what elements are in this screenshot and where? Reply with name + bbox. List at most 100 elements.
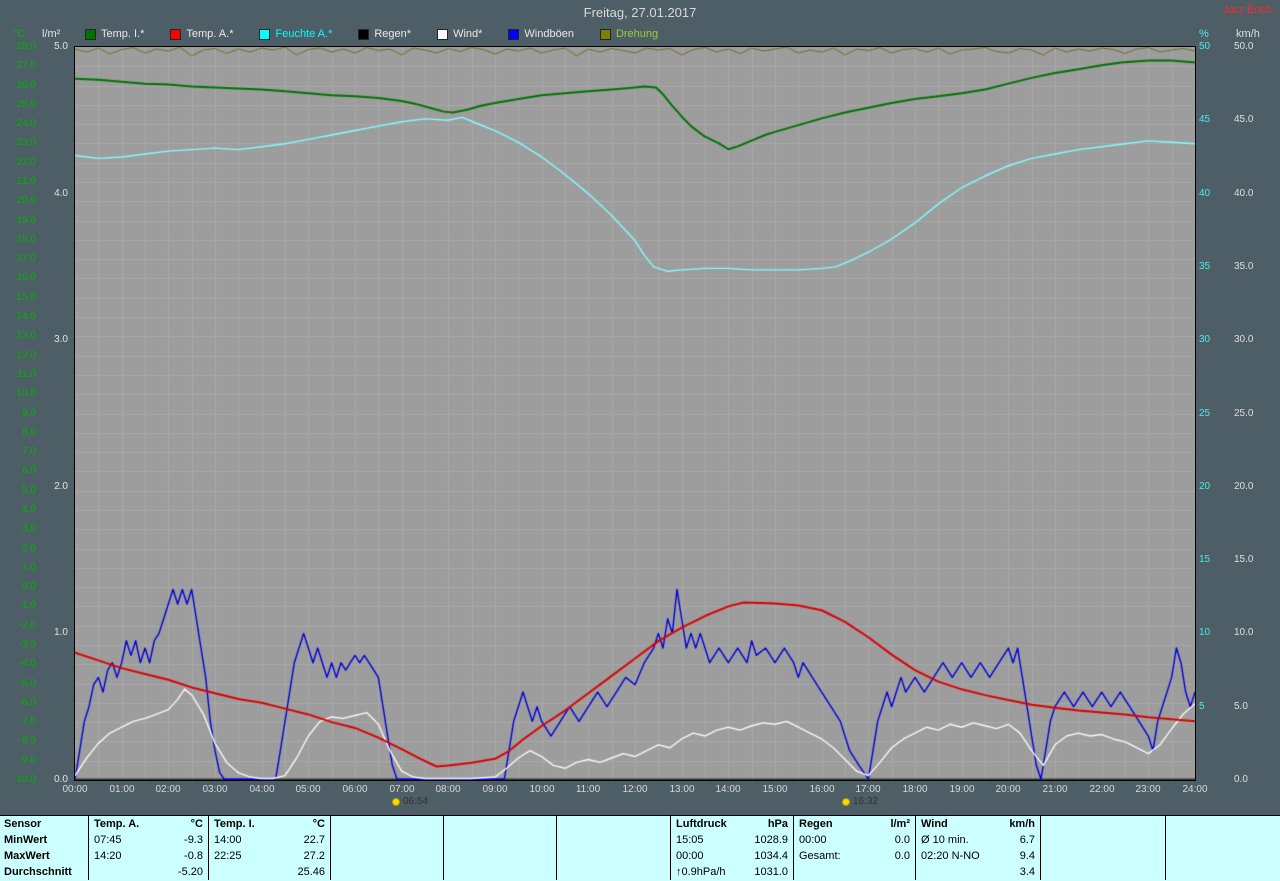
legend-swatch-icon xyxy=(508,29,519,40)
legend-swatch-icon xyxy=(85,29,96,40)
x-tick-label: 03:00 xyxy=(195,784,235,795)
x-tick-label: 16:00 xyxy=(802,784,842,795)
table-cell-left: 02:20 N-NO xyxy=(921,850,980,862)
x-tick-label: 23:00 xyxy=(1128,784,1168,795)
axis-tick-label: 11.0 xyxy=(6,370,36,380)
axis-tick-label: 30.0 xyxy=(1234,335,1266,345)
table-cell-left: Regen xyxy=(799,818,833,830)
axis-tick-label: 13.0 xyxy=(6,331,36,341)
table-cell-value: l/m² xyxy=(890,818,910,830)
axis-tick-label: -3.0 xyxy=(6,640,36,650)
axis-tick-label: 10.0 xyxy=(1234,628,1266,638)
unit-rain-label: l/m² xyxy=(42,28,60,40)
legend-item: Temp. A.* xyxy=(170,28,233,40)
table-cell-left: Luftdruck xyxy=(676,818,727,830)
axis-tick-label: -4.0 xyxy=(6,659,36,669)
axis-tick-label: 0.0 xyxy=(1234,775,1266,785)
x-tick-label: 10:00 xyxy=(522,784,562,795)
x-tick-label: 04:00 xyxy=(242,784,282,795)
table-cell-value: 0.0 xyxy=(895,850,910,862)
table-cell-left: ↑0.9hPa/h xyxy=(676,866,726,878)
axis-tick-label: 5 xyxy=(1199,702,1223,712)
table-cell-value: -0.8 xyxy=(184,850,203,862)
legend-item: Feuchte A.* xyxy=(259,28,332,40)
table-cell xyxy=(1165,816,1280,832)
x-tick-label: 22:00 xyxy=(1082,784,1122,795)
table-cell xyxy=(556,848,670,864)
axis-tick-label: 8.0 xyxy=(6,428,36,438)
axis-tick-label: 2.0 xyxy=(40,482,68,492)
table-cell: Temp. I.°C xyxy=(208,816,330,832)
axis-tick-label: -10.0 xyxy=(6,775,36,785)
sunset-time: 16:32 xyxy=(853,796,878,807)
table-cell-value: 27.2 xyxy=(304,850,325,862)
table-cell-left: Wind xyxy=(921,818,948,830)
legend-swatch-icon xyxy=(437,29,448,40)
axis-tick-label: 30 xyxy=(1199,335,1223,345)
axis-tick-label: 5.0 xyxy=(6,486,36,496)
table-cell xyxy=(1165,832,1280,848)
table-cell xyxy=(556,832,670,848)
table-row-label: Sensor xyxy=(0,816,88,832)
axis-tick-label: 3.0 xyxy=(6,524,36,534)
table-cell-value: -5.20 xyxy=(178,866,203,878)
table-cell-value: 1028.9 xyxy=(754,834,788,846)
table-cell: 00:000.0 xyxy=(793,832,915,848)
x-tick-label: 08:00 xyxy=(428,784,468,795)
table-cell-value: 3.4 xyxy=(1020,866,1035,878)
axis-tick-label: 25.0 xyxy=(6,100,36,110)
axis-tick-label: 40 xyxy=(1199,189,1223,199)
axis-tick-label: 27.0 xyxy=(6,61,36,71)
table-cell-value: 9.4 xyxy=(1020,850,1035,862)
axis-tick-label: 25.0 xyxy=(1234,409,1266,419)
table-cell: -5.20 xyxy=(88,864,208,880)
axis-tick-label: 45.0 xyxy=(1234,115,1266,125)
table-cell xyxy=(330,864,443,880)
legend-label: Feuchte A.* xyxy=(275,28,332,40)
chart-canvas xyxy=(75,47,1195,780)
legend-label: Regen* xyxy=(374,28,411,40)
table-cell xyxy=(443,832,556,848)
table-row-label: MinWert xyxy=(0,832,88,848)
table-cell: 07:45-9.3 xyxy=(88,832,208,848)
table-cell-left: Ø 10 min. xyxy=(921,834,969,846)
table-cell-value: hPa xyxy=(768,818,788,830)
axis-tick-label: -2.0 xyxy=(6,621,36,631)
unit-wind-label: km/h xyxy=(1236,28,1260,40)
x-tick-label: 20:00 xyxy=(988,784,1028,795)
legend-label: Drehung xyxy=(616,28,658,40)
plot-area xyxy=(74,46,1196,781)
axis-tick-label: 0.0 xyxy=(40,775,68,785)
legend-swatch-icon xyxy=(600,29,611,40)
x-tick-label: 09:00 xyxy=(475,784,515,795)
axis-tick-label: -1.0 xyxy=(6,601,36,611)
table-cell-value: 0.0 xyxy=(895,834,910,846)
table-cell: ↑0.9hPa/h1031.0 xyxy=(670,864,793,880)
axis-tick-label: 50.0 xyxy=(1234,42,1266,52)
table-cell: Ø 10 min.6.7 xyxy=(915,832,1040,848)
table-cell xyxy=(1040,864,1165,880)
x-tick-label: 07:00 xyxy=(382,784,422,795)
legend-swatch-icon xyxy=(358,29,369,40)
axis-tick-label: 26.0 xyxy=(6,81,36,91)
table-cell xyxy=(793,864,915,880)
sunrise-time: 06:54 xyxy=(403,796,428,807)
table-cell: Windkm/h xyxy=(915,816,1040,832)
legend-item: Regen* xyxy=(358,28,411,40)
table-cell: 14:20-0.8 xyxy=(88,848,208,864)
table-cell-value: °C xyxy=(191,818,203,830)
x-tick-label: 05:00 xyxy=(288,784,328,795)
sunset-icon xyxy=(842,798,850,806)
legend-label: Windböen xyxy=(524,28,574,40)
axis-tick-label: 25 xyxy=(1199,409,1223,419)
table-cell: Gesamt:0.0 xyxy=(793,848,915,864)
table-cell xyxy=(443,848,556,864)
table-cell: 25.46 xyxy=(208,864,330,880)
table-cell xyxy=(1040,848,1165,864)
table-cell xyxy=(443,816,556,832)
axis-tick-label: 50 xyxy=(1199,42,1223,52)
legend-item: Temp. I.* xyxy=(85,28,144,40)
table-cell: 3.4 xyxy=(915,864,1040,880)
axis-tick-label: 7.0 xyxy=(6,447,36,457)
table-cell xyxy=(556,816,670,832)
